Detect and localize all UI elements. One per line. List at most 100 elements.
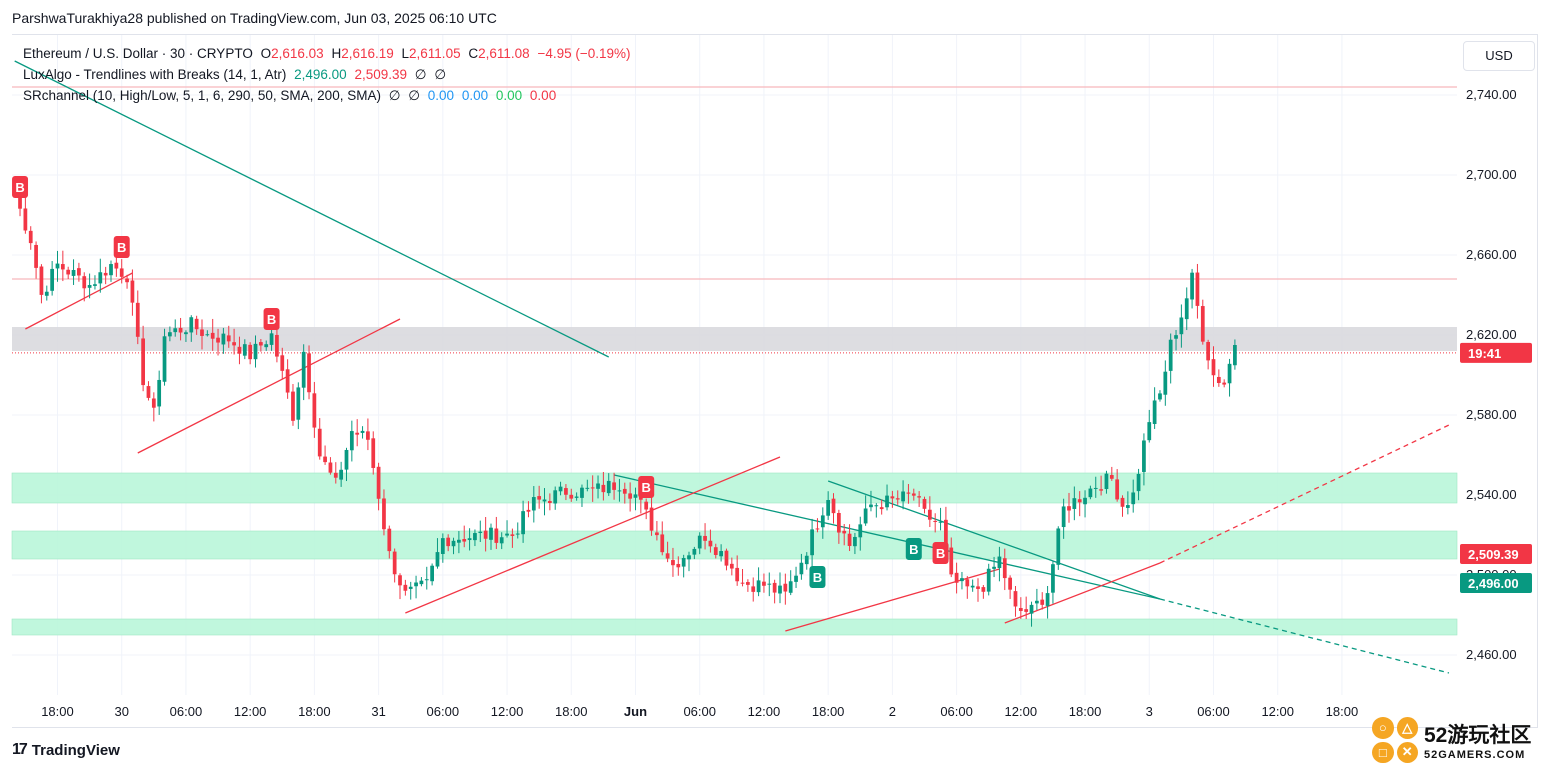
legend-low: 2,611.05 — [409, 46, 461, 61]
candle-body — [783, 583, 788, 592]
candle-body — [39, 266, 44, 295]
candle-body — [660, 534, 665, 553]
candle-body — [1093, 487, 1098, 489]
currency-button[interactable]: USD — [1463, 41, 1535, 71]
candle-body — [87, 285, 92, 288]
candle-body — [151, 398, 156, 408]
candle-body — [606, 480, 611, 494]
indicator-name-srchannel[interactable]: SRchannel (10, High/Low, 5, 1, 6, 290, 5… — [23, 88, 381, 103]
candle-body — [141, 338, 145, 386]
srchannel-value-4: 0.00 — [529, 88, 557, 103]
candle-body — [901, 491, 905, 502]
candle-body — [890, 496, 895, 499]
candle-body — [194, 318, 199, 330]
candle-body — [997, 556, 1002, 569]
candle-body — [18, 196, 22, 209]
candle-body — [703, 535, 707, 541]
candle-body — [1099, 489, 1103, 491]
watermark-text: 52游玩社区 — [1424, 724, 1532, 747]
candle-body — [1152, 400, 1157, 424]
tradingview-logo[interactable]: 17 TradingView — [12, 741, 120, 759]
candle-body — [1136, 473, 1141, 492]
candle-body — [1088, 488, 1093, 498]
legend-h-label: H — [331, 46, 342, 61]
candle-body — [649, 507, 654, 531]
candle-body — [114, 262, 119, 269]
candle-body — [885, 495, 889, 508]
support-zone — [11, 472, 1458, 504]
candle-body — [1216, 376, 1221, 383]
candle-body — [633, 494, 638, 498]
candle-body — [917, 496, 922, 498]
candle-body — [628, 493, 633, 499]
support-zone — [11, 618, 1458, 636]
legend-change: −4.95 (−0.19%) — [537, 46, 631, 61]
candle-body — [200, 329, 204, 336]
x-tick-label: 18:00 — [1326, 704, 1359, 719]
candle-body — [622, 488, 627, 494]
candle-body — [242, 344, 247, 356]
candle-body — [553, 490, 558, 504]
x-tick-label: 18:00 — [1069, 704, 1102, 719]
candle-body — [55, 263, 60, 269]
candle-body — [457, 539, 461, 543]
candle-body — [280, 355, 285, 371]
candle-body — [515, 533, 520, 535]
candle-body — [1051, 564, 1055, 593]
break-label-box — [113, 236, 130, 258]
candle-body — [499, 537, 504, 544]
candle-body — [1233, 345, 1237, 366]
indicator-name-luxalgo[interactable]: LuxAlgo - Trendlines with Breaks (14, 1,… — [23, 67, 287, 82]
legend-indicator-luxalgo: LuxAlgo - Trendlines with Breaks (14, 1,… — [23, 67, 450, 83]
candle-body — [1206, 341, 1211, 361]
candle-body — [836, 512, 841, 533]
candle-body — [1045, 593, 1050, 606]
trendline-down — [14, 60, 610, 358]
candle-body — [671, 560, 675, 566]
candle-body — [719, 551, 723, 557]
candle-body — [1077, 499, 1082, 503]
chart-frame — [12, 34, 1538, 728]
x-tick-label: 18:00 — [812, 704, 845, 719]
candle-body — [157, 379, 162, 407]
candle-body — [1029, 604, 1034, 614]
candle-body — [681, 557, 686, 567]
candle-body — [564, 488, 568, 495]
candle-body — [944, 519, 948, 549]
break-label-box — [263, 308, 280, 330]
candle-body — [938, 521, 943, 523]
candle-body — [285, 369, 290, 393]
legend-symbol[interactable]: Ethereum / U.S. Dollar · 30 · CRYPTO — [23, 46, 253, 61]
srchannel-empty-1: ∅ — [388, 88, 401, 103]
candle-body — [960, 578, 964, 582]
candle-body — [858, 524, 863, 538]
candle-body — [355, 432, 360, 435]
candle-body — [98, 272, 103, 284]
candle-body — [1061, 506, 1066, 528]
trendlines — [14, 60, 1450, 674]
candle-body — [949, 547, 954, 575]
candle-body — [173, 328, 178, 333]
candle-body — [162, 336, 167, 382]
break-label-text: B — [813, 570, 822, 585]
candle-body — [505, 533, 509, 536]
support-zone — [11, 530, 1458, 560]
x-tick-label: 18:00 — [555, 704, 588, 719]
candle-body — [392, 551, 397, 575]
price-axis: 2,740.00 2,700.00 2,660.00 2,620.00 2,580.00… — [1458, 35, 1537, 695]
candle-body — [746, 582, 750, 585]
candle-body — [788, 581, 793, 593]
candle-body — [1190, 272, 1194, 300]
lower-trend-price-label-bg — [1460, 573, 1532, 593]
candle-body — [1211, 359, 1216, 376]
srchannel-value-3: 0.00 — [495, 88, 523, 103]
candle-body — [275, 334, 279, 357]
candle-body — [547, 501, 552, 503]
trendline-down-extension — [1159, 598, 1450, 674]
candle-body — [1040, 599, 1045, 605]
candle-body — [253, 343, 258, 360]
candle-body — [50, 268, 55, 291]
candle-body — [328, 462, 333, 473]
x-tick-label: 18:00 — [298, 704, 331, 719]
